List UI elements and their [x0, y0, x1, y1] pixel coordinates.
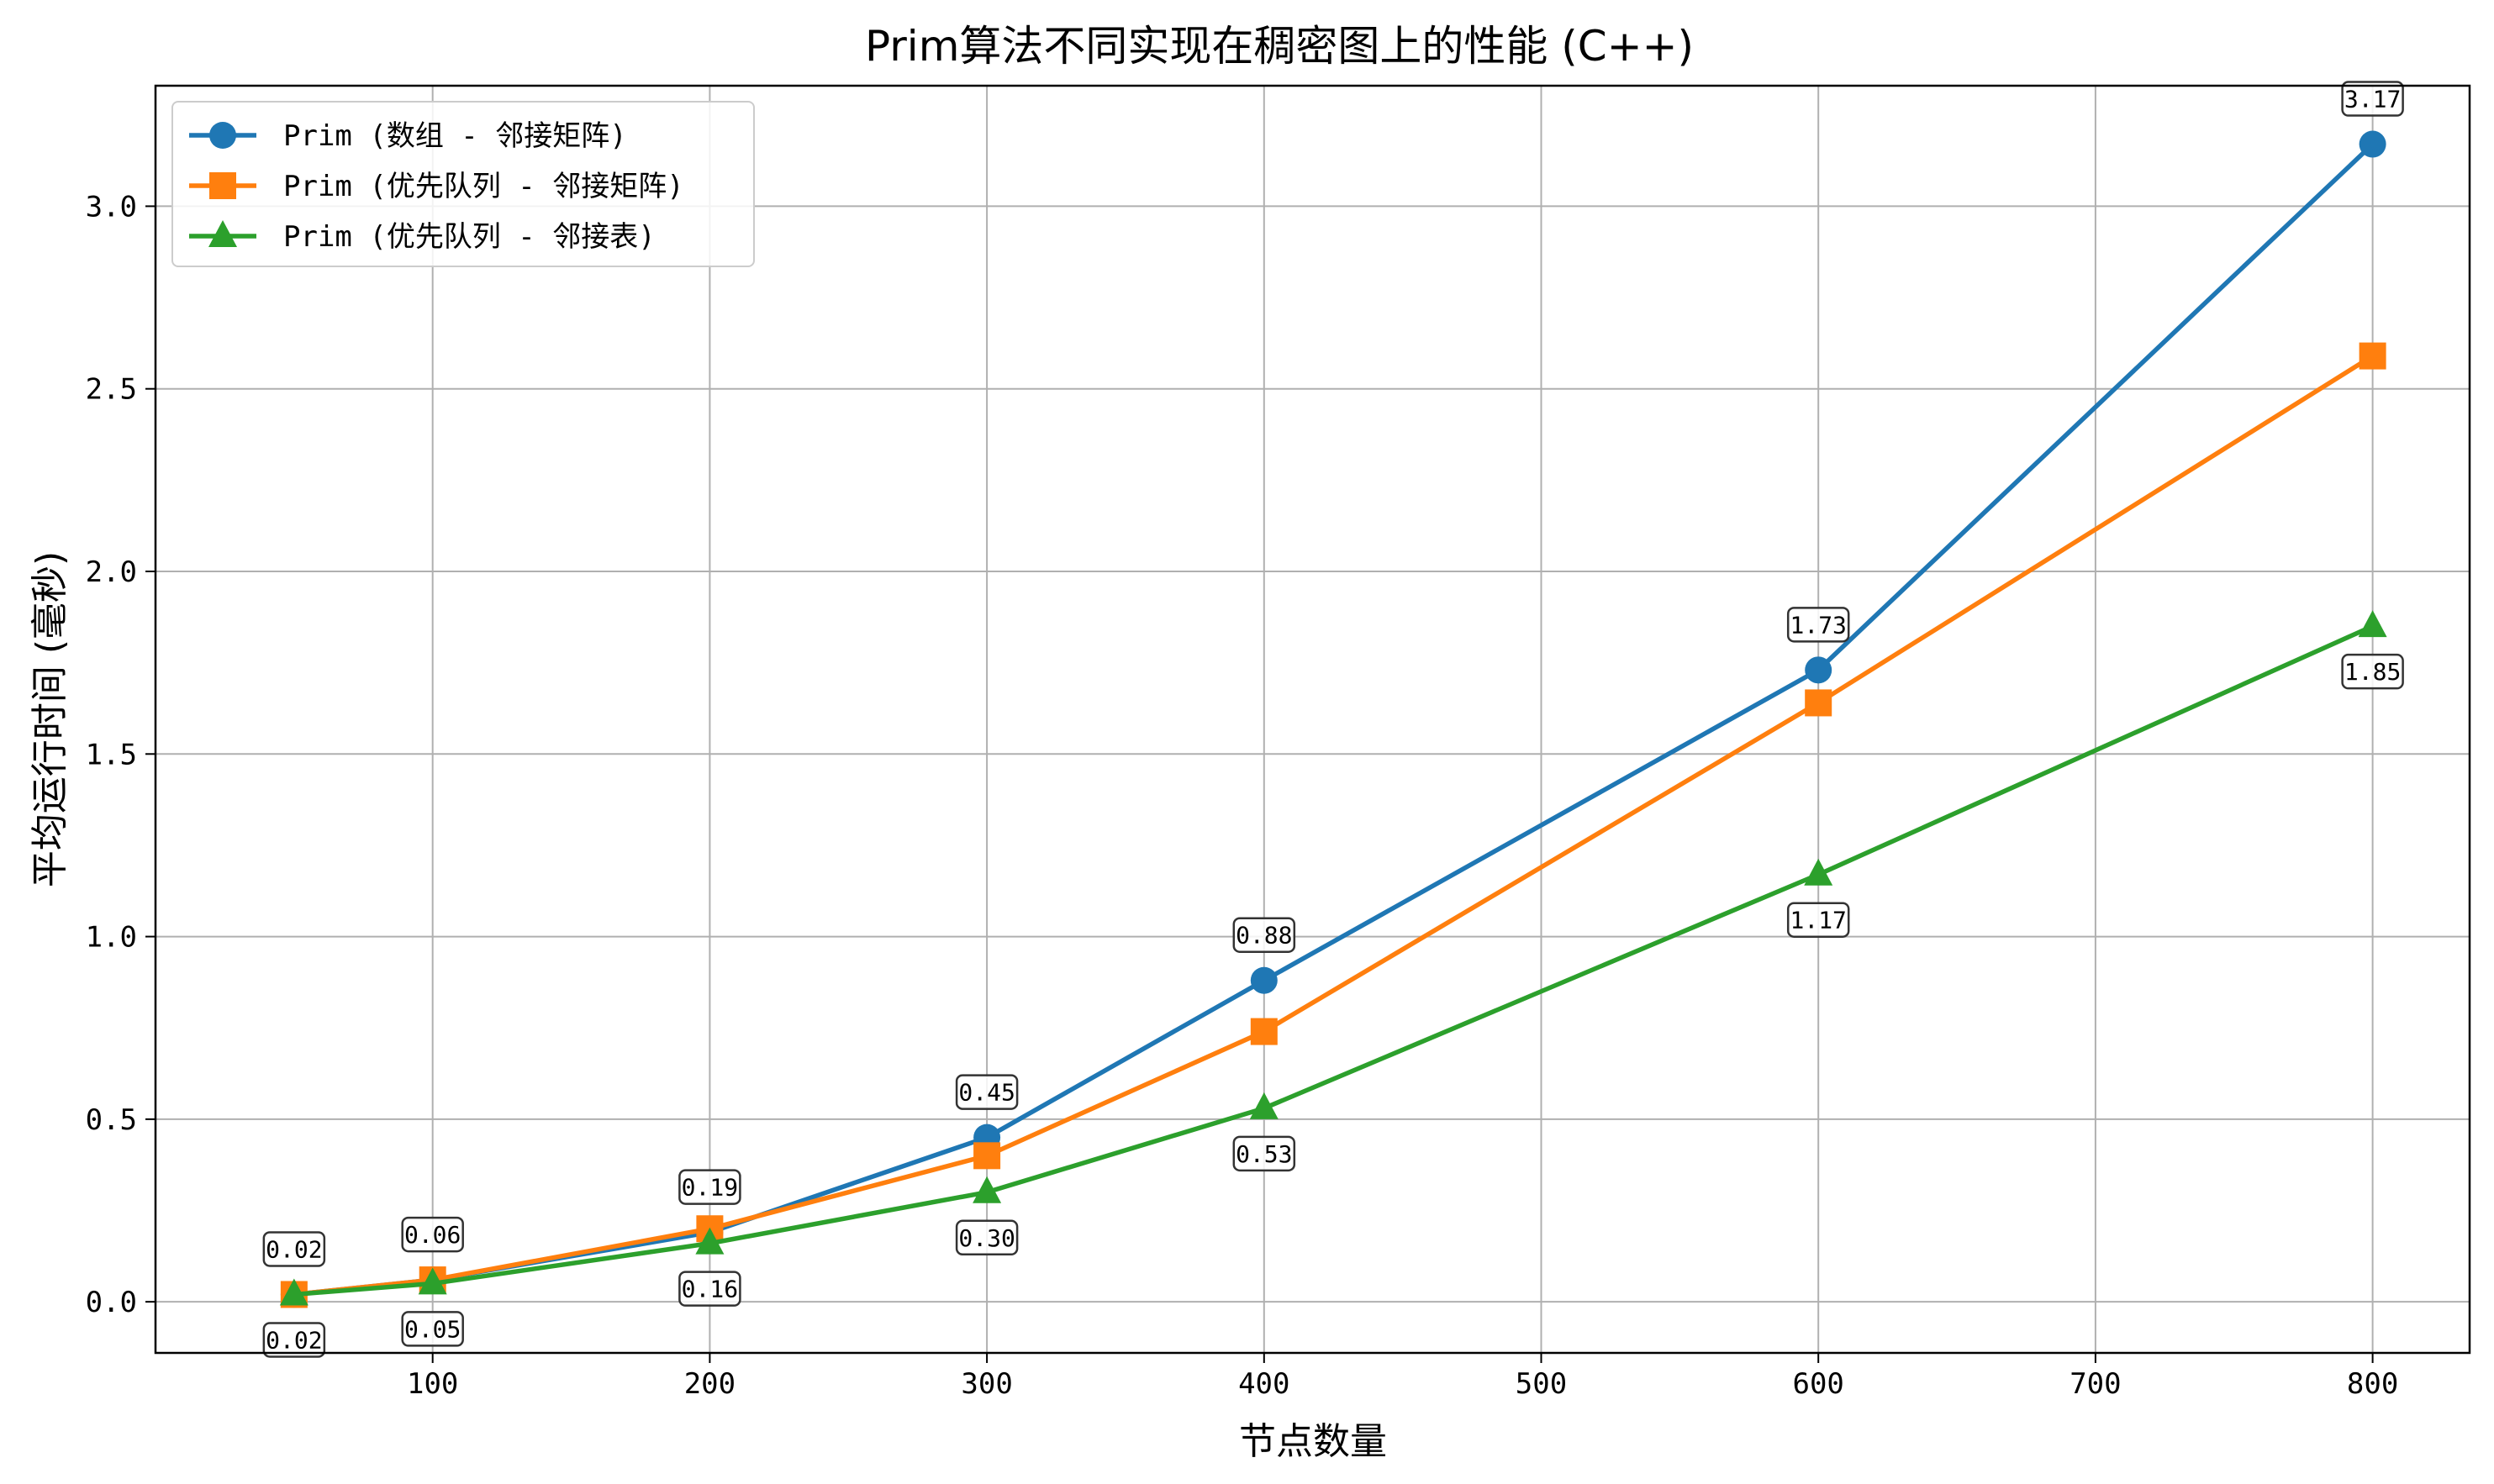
data-label-box: [401, 1311, 464, 1347]
legend-item-2: Prim (优先队列 - 邻接矩阵): [189, 170, 684, 203]
data-point: [2358, 610, 2387, 638]
y-tick-label: 1.0: [86, 921, 137, 955]
legend-marker: [208, 220, 237, 247]
data-label-text: 0.19: [682, 1174, 738, 1202]
data-label-box: [1786, 902, 1850, 938]
data-label-box: [955, 1219, 1019, 1256]
data-label-box: [1232, 1135, 1296, 1172]
data-label-text: 0.16: [682, 1276, 738, 1303]
data-label: 0.05: [401, 1311, 464, 1347]
data-label: 0.45: [955, 1074, 1019, 1110]
data-label-text: 3.17: [2344, 86, 2401, 113]
data-label: 0.02: [262, 1231, 326, 1267]
plot-frame: [154, 84, 2471, 1355]
data-label-box: [262, 1322, 326, 1358]
x-tick-label: 500: [1516, 1367, 1567, 1401]
y-tick-label: 1.5: [86, 738, 137, 771]
data-labels: 0.02 0.06 0.19 0.45 0.88 1.73 3.17 0.02 0.05 0.16…: [262, 81, 2404, 1358]
y-tick-label: 0.5: [86, 1103, 137, 1137]
x-tick-label: 700: [2070, 1367, 2121, 1401]
data-label-text: 0.88: [1236, 922, 1292, 950]
x-tick-label: 600: [1792, 1367, 1843, 1401]
data-point: [418, 1267, 447, 1295]
data-label-box: [2341, 653, 2404, 690]
data-point: [279, 1278, 308, 1306]
data-point: [1804, 858, 1833, 886]
data-label-box: [1786, 607, 1850, 643]
axis-ticks: 100 200 300 400 500 600 700 800 0.0 0.5 1.0 1.5 2.0 2…: [86, 190, 2399, 1401]
y-tick-label: 3.0: [86, 190, 137, 224]
data-point: [2359, 342, 2386, 370]
legend-box: [171, 101, 755, 267]
chart-title: Prim算法不同实现在稠密图上的性能 (C++): [865, 22, 1694, 71]
data-label: 0.30: [955, 1219, 1019, 1256]
data-label-box: [955, 1074, 1019, 1110]
y-tick-label: 0.0: [86, 1286, 137, 1319]
data-label-box: [2341, 81, 2404, 117]
data-label-text: 0.02: [266, 1326, 322, 1354]
data-label-text: 0.53: [1236, 1140, 1292, 1168]
legend-label: Prim (优先队列 - 邻接矩阵): [283, 170, 684, 203]
data-label: 0.16: [678, 1271, 741, 1307]
data-point: [973, 1176, 1002, 1203]
series-layer: [279, 130, 2387, 1308]
x-axis-label: 节点数量: [1239, 1420, 1387, 1463]
legend-item-1: Prim (数组 - 邻接矩阵): [189, 119, 627, 153]
data-label-text: 0.06: [404, 1221, 461, 1249]
data-point: [695, 1227, 725, 1255]
x-tick-label: 800: [2347, 1367, 2398, 1401]
legend-item-3: Prim (优先队列 - 邻接表): [189, 220, 656, 254]
data-point: [2359, 130, 2386, 158]
legend-marker: [209, 122, 236, 149]
legend-label: Prim (数组 - 邻接矩阵): [283, 119, 627, 153]
data-label-box: [401, 1216, 464, 1253]
data-label: 0.88: [1232, 917, 1296, 953]
data-label: 0.53: [1232, 1135, 1296, 1172]
legend-label: Prim (优先队列 - 邻接表): [283, 220, 656, 254]
data-label-box: [262, 1231, 326, 1267]
data-label-box: [1232, 917, 1296, 953]
y-tick-label: 2.5: [86, 373, 137, 407]
data-point: [1250, 1018, 1278, 1045]
x-tick-label: 100: [407, 1367, 458, 1401]
data-label: 1.17: [1786, 902, 1850, 938]
data-label-text: 0.05: [404, 1315, 461, 1343]
data-label: 1.85: [2341, 653, 2404, 690]
data-point: [1249, 1092, 1279, 1119]
data-label: 3.17: [2341, 81, 2404, 117]
data-point: [973, 1142, 1001, 1170]
grid-lines: [156, 86, 2470, 1353]
data-point: [1250, 966, 1278, 994]
data-label: 0.02: [262, 1322, 326, 1358]
data-label-text: 1.17: [1790, 907, 1846, 934]
data-label-text: 0.30: [958, 1224, 1015, 1252]
x-tick-label: 200: [684, 1367, 736, 1401]
data-label-box: [678, 1169, 741, 1205]
data-point: [1805, 656, 1832, 684]
data-label: 1.73: [1786, 607, 1850, 643]
legend-marker: [209, 172, 236, 199]
data-label: 0.06: [401, 1216, 464, 1253]
data-label-box: [678, 1271, 741, 1307]
data-label-text: 0.45: [958, 1079, 1015, 1107]
data-label-text: 1.85: [2344, 658, 2401, 686]
y-tick-label: 2.0: [86, 555, 137, 589]
data-label-text: 1.73: [1790, 611, 1846, 639]
data-label: 0.19: [678, 1169, 741, 1205]
series-3: [279, 610, 2387, 1306]
x-tick-label: 300: [961, 1367, 1012, 1401]
data-point: [1805, 689, 1832, 717]
legend: Prim (数组 - 邻接矩阵) Prim (优先队列 - 邻接矩阵) Prim (…: [171, 101, 755, 267]
x-tick-label: 400: [1238, 1367, 1289, 1401]
data-label-text: 0.02: [266, 1235, 322, 1263]
y-axis-label: 平均运行时间 (毫秒): [29, 551, 71, 887]
